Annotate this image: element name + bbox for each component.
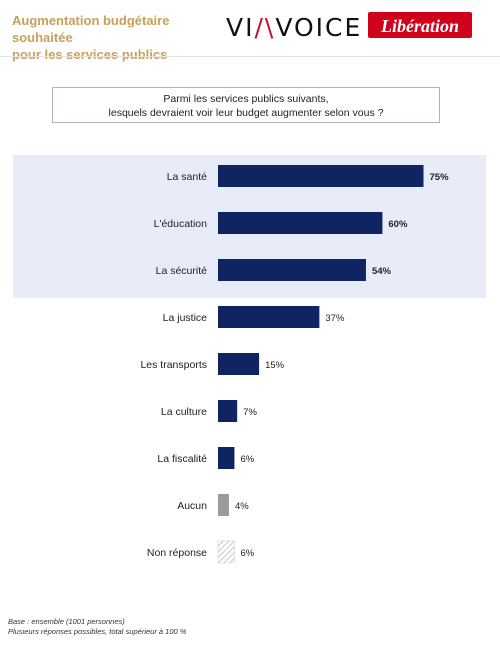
category-label: La justice bbox=[163, 312, 208, 324]
value-label: 75% bbox=[430, 172, 450, 183]
bar bbox=[218, 400, 238, 422]
value-label: 54% bbox=[372, 266, 392, 277]
page-title: Augmentation budgétaire souhaitée pour l… bbox=[12, 12, 212, 63]
category-label: Non réponse bbox=[147, 547, 207, 559]
question-line-2: lesquels devraient voir leur budget augm… bbox=[108, 107, 384, 119]
value-label: 7% bbox=[243, 407, 257, 418]
svg-text:Libération: Libération bbox=[380, 16, 459, 36]
bar bbox=[218, 306, 320, 328]
value-label: 6% bbox=[240, 454, 254, 465]
value-label: 4% bbox=[235, 501, 249, 512]
value-label: 60% bbox=[388, 219, 408, 230]
bar bbox=[218, 447, 235, 469]
bar bbox=[218, 165, 424, 187]
category-label: La sécurité bbox=[156, 265, 208, 277]
category-label: La santé bbox=[167, 171, 207, 183]
bar bbox=[218, 353, 260, 375]
bar bbox=[218, 212, 383, 234]
title-line-2: pour les services publics bbox=[12, 47, 168, 62]
footnote-note: Plusieurs réponses possibles, total supé… bbox=[8, 627, 187, 636]
footnote: Base : ensemble (1001 personnes) Plusieu… bbox=[8, 617, 186, 637]
value-label: 6% bbox=[240, 548, 254, 559]
category-label: Aucun bbox=[177, 500, 207, 512]
bar bbox=[217, 540, 235, 564]
category-label: La fiscalité bbox=[157, 453, 207, 465]
category-label: La culture bbox=[161, 406, 207, 418]
category-label: Les transports bbox=[140, 359, 207, 371]
title-line-1: Augmentation budgétaire souhaitée bbox=[12, 13, 170, 45]
footnote-base: Base : ensemble (1001 personnes) bbox=[8, 617, 125, 626]
header-divider bbox=[0, 56, 500, 57]
bar bbox=[218, 494, 229, 516]
viavoice-logo: VI/\VOICE bbox=[226, 13, 363, 42]
question-line-1: Parmi les services publics suivants, bbox=[163, 93, 329, 105]
question-box: Parmi les services publics suivants, les… bbox=[52, 87, 440, 123]
liberation-logo: Libération bbox=[366, 10, 474, 40]
category-label: L'éducation bbox=[154, 218, 208, 230]
value-label: 15% bbox=[265, 360, 285, 371]
value-label: 37% bbox=[325, 313, 345, 324]
bar bbox=[218, 259, 366, 281]
